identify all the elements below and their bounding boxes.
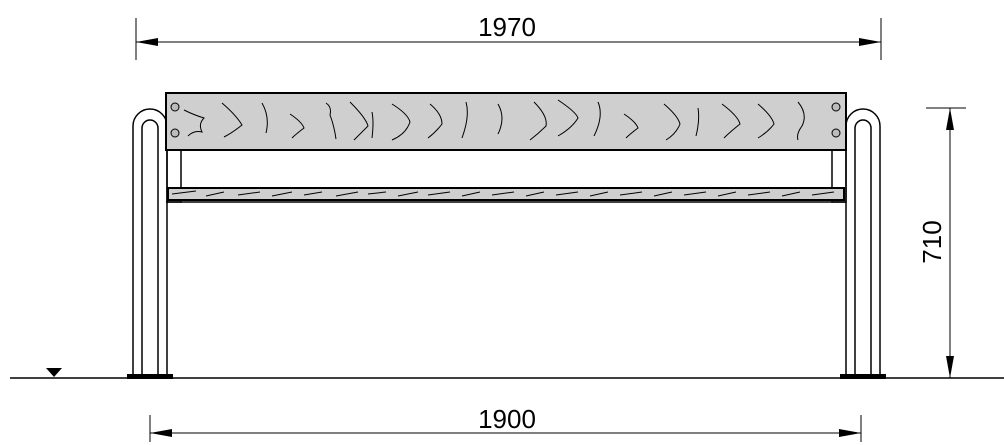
backrest-board	[165, 92, 847, 151]
top-dimension: 1970	[135, 12, 882, 60]
top-width-label: 1970	[478, 12, 536, 42]
seat-board	[166, 187, 846, 203]
bottom-width-label: 1900	[478, 404, 536, 434]
bottom-dimension: 1900	[149, 404, 862, 442]
bolt-icon	[831, 128, 841, 138]
height-dimension: 710	[917, 107, 966, 379]
bolt-icon	[170, 128, 180, 138]
bolt-icon	[170, 102, 180, 112]
height-label: 710	[917, 220, 947, 263]
ground-level-marker-icon	[46, 368, 62, 377]
bolt-icon	[831, 102, 841, 112]
